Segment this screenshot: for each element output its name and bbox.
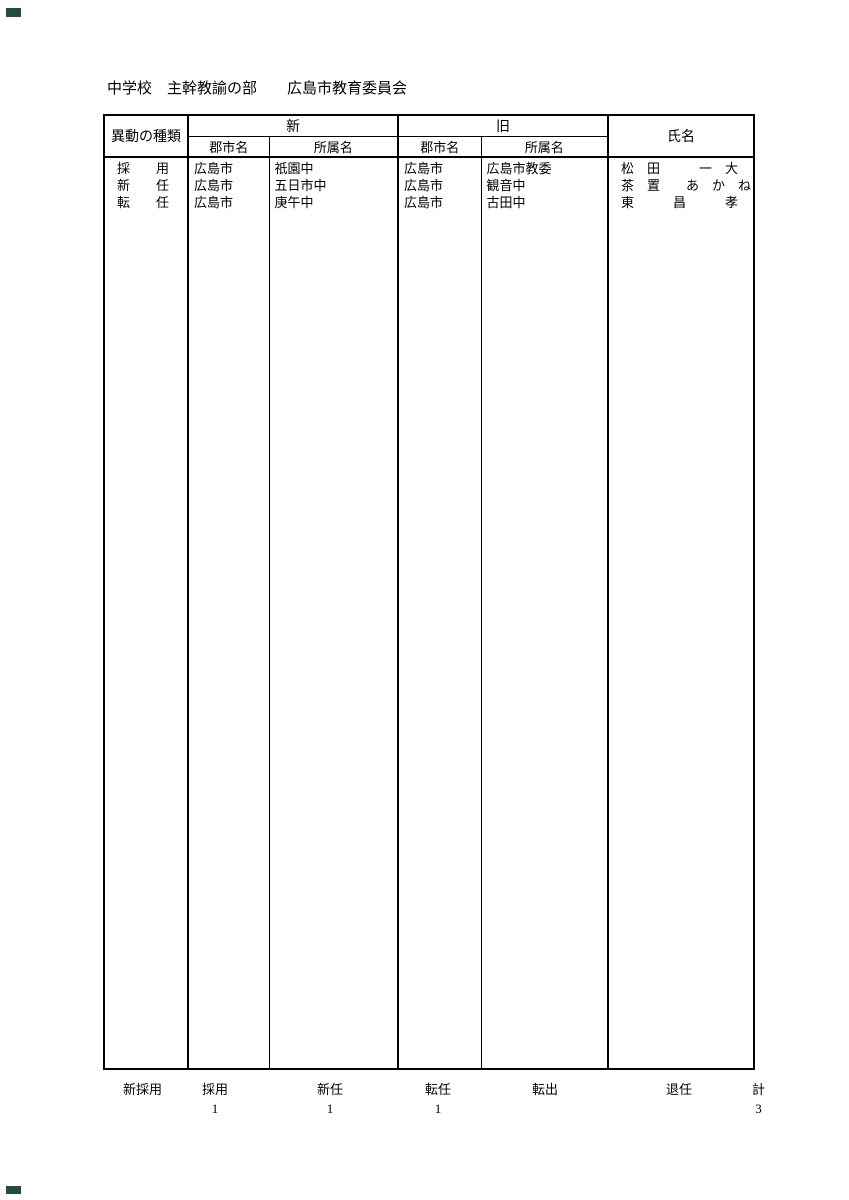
transfer-table: 異動の種類 新 旧 氏名 郡市名 所属名 郡市名 所属名 採 用 新 任 転 任 <box>103 114 755 1070</box>
transfer-type-value: 新 任 <box>117 178 170 193</box>
summary-item-saiyo: 採用 1 <box>202 1082 228 1116</box>
summary-item-tennin: 転任 1 <box>425 1082 451 1116</box>
header-old-section: 旧 <box>398 115 609 137</box>
header-new-district-city: 郡市名 <box>188 136 270 158</box>
page-title: 中学校 主幹教諭の部 広島市教育委員会 <box>107 81 408 97</box>
new-affiliation-value: 祇園中 <box>274 161 314 176</box>
transfer-type-value: 転 任 <box>117 195 170 210</box>
transfer-type-value: 採 用 <box>117 161 170 176</box>
column-transfer-type: 採 用 新 任 転 任 <box>104 157 189 1069</box>
new-affiliation-value: 庚午中 <box>274 195 314 210</box>
summary-count <box>666 1101 692 1116</box>
summary-count: 3 <box>755 1101 762 1116</box>
header-old-district-city: 郡市名 <box>398 136 482 158</box>
new-city-value: 広島市 <box>194 161 234 176</box>
summary-label: 転任 <box>425 1082 452 1097</box>
new-city-value: 広島市 <box>194 178 234 193</box>
table-body-row: 採 用 新 任 転 任 広島市 広島市 広島市 祇園中 五日市中 庚午中 広島市… <box>104 157 754 1069</box>
summary-strip: 新採用 採用 1 新任 1 転任 1 転出 退任 計 3 <box>0 1082 849 1122</box>
summary-label: 退任 <box>666 1082 693 1097</box>
summary-item-total: 計 3 <box>752 1082 765 1116</box>
header-name: 氏名 <box>608 115 754 158</box>
summary-item-tenshutsu: 転出 <box>532 1082 558 1116</box>
summary-label: 新採用 <box>123 1082 163 1097</box>
summary-count: 1 <box>326 1101 334 1116</box>
new-affiliation-value: 五日市中 <box>274 178 327 193</box>
summary-item-shin-saiyo: 新採用 <box>123 1082 162 1116</box>
old-affiliation-value: 広島市教委 <box>486 161 552 176</box>
summary-count <box>123 1101 162 1116</box>
summary-label: 計 <box>752 1082 766 1097</box>
old-affiliation-value: 古田中 <box>486 195 526 210</box>
column-old-affiliation: 広島市教委 観音中 古田中 <box>481 157 609 1069</box>
column-name: 松 田 一 大 茶 置 あ か ね 東 昌 孝 <box>608 157 754 1069</box>
summary-count: 1 <box>434 1101 442 1116</box>
new-city-value: 広島市 <box>194 195 234 210</box>
column-new-affiliation: 祇園中 五日市中 庚午中 <box>269 157 399 1069</box>
corner-mark-top-icon <box>6 8 21 17</box>
header-new-section: 新 <box>188 115 399 137</box>
person-name-value: 茶 置 あ か ね <box>621 178 752 193</box>
old-city-value: 広島市 <box>404 195 444 210</box>
corner-mark-bottom-icon <box>6 1186 21 1194</box>
summary-item-tainin: 退任 <box>666 1082 692 1116</box>
person-name-value: 松 田 一 大 <box>621 161 739 176</box>
summary-count: 1 <box>211 1101 219 1116</box>
summary-label: 転出 <box>532 1082 559 1097</box>
summary-label: 採用 <box>202 1082 229 1097</box>
person-name-value: 東 昌 孝 <box>621 195 739 210</box>
old-city-value: 広島市 <box>404 161 444 176</box>
header-old-affiliation: 所属名 <box>481 136 609 158</box>
header-new-affiliation: 所属名 <box>269 136 399 158</box>
old-affiliation-value: 観音中 <box>486 178 526 193</box>
old-city-value: 広島市 <box>404 178 444 193</box>
summary-count <box>532 1101 558 1116</box>
column-new-district-city: 広島市 広島市 広島市 <box>188 157 270 1069</box>
header-transfer-type: 異動の種類 <box>104 115 189 158</box>
summary-item-shinnin: 新任 1 <box>317 1082 343 1116</box>
summary-label: 新任 <box>317 1082 344 1097</box>
column-old-district-city: 広島市 広島市 広島市 <box>398 157 482 1069</box>
